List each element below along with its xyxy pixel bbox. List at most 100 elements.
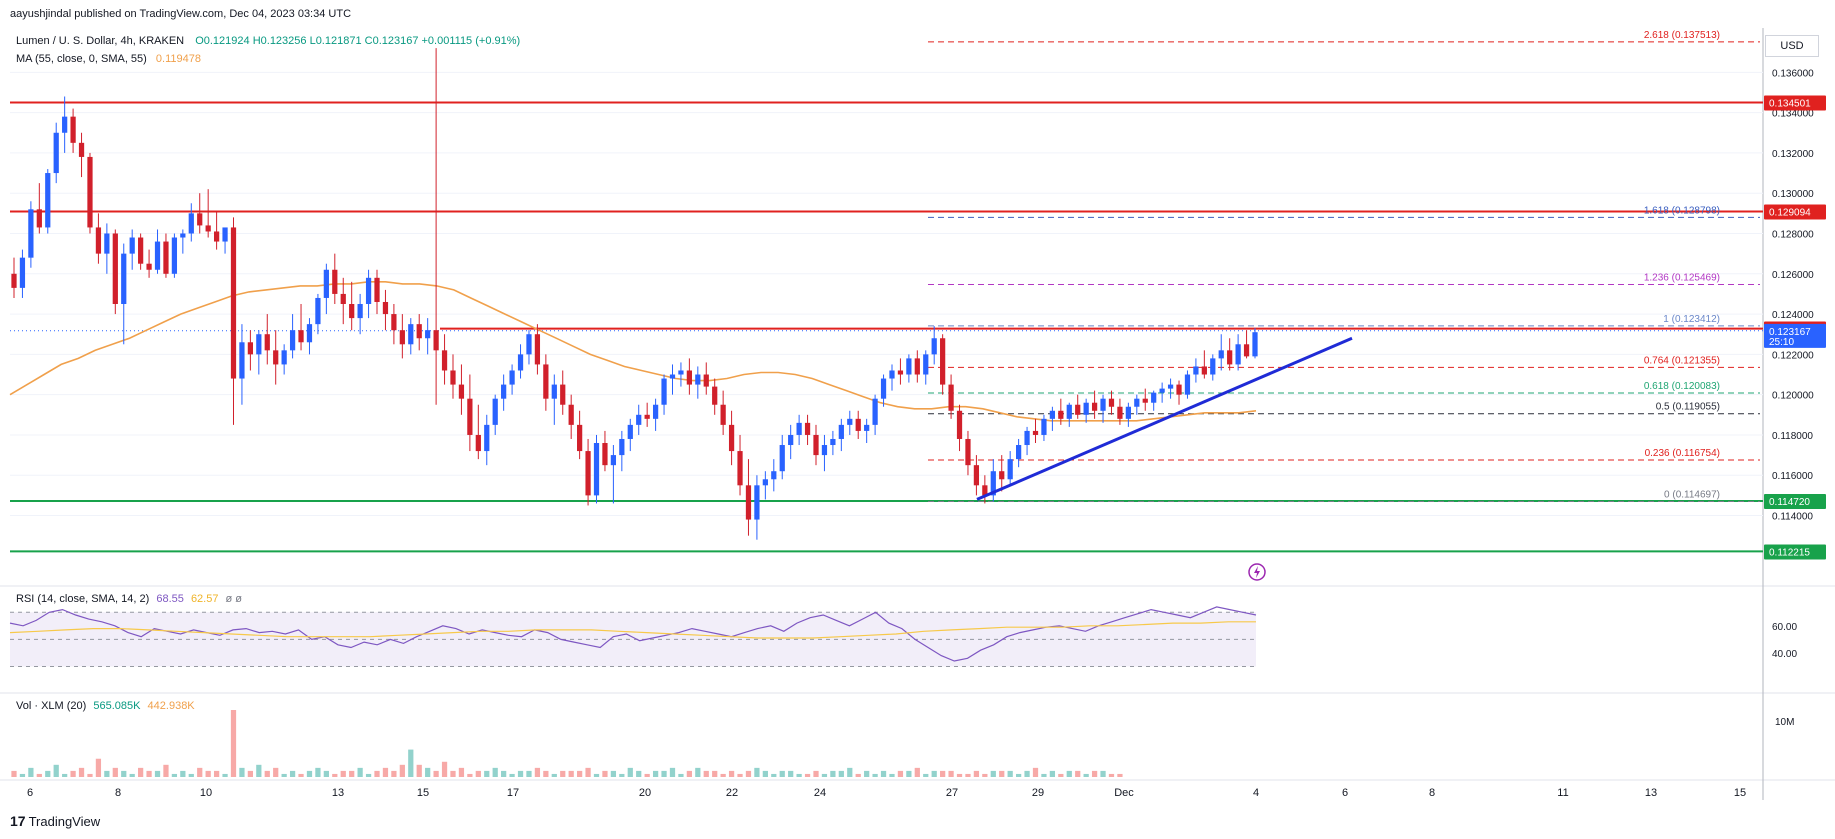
candle-body — [222, 227, 228, 242]
candle-body — [813, 434, 819, 456]
volume-bar — [289, 770, 296, 777]
date-tick-label: 6 — [1342, 787, 1348, 799]
tradingview-logo[interactable]: 17 TradingView — [10, 813, 100, 829]
price-tag — [1764, 95, 1826, 111]
volume-bar — [222, 773, 228, 777]
candle-body — [180, 233, 186, 238]
volume-bar — [543, 770, 549, 777]
volume-bar — [560, 770, 566, 777]
volume-bar — [112, 767, 118, 777]
volume-bar — [1016, 773, 1022, 777]
volume-bar — [872, 773, 878, 777]
volume-bar — [762, 770, 768, 777]
volume-bar — [644, 773, 650, 777]
candle-body — [467, 398, 473, 435]
moving-average-line — [9, 281, 1257, 422]
volume-bar — [129, 773, 135, 777]
price-tag-label: 0.112215 — [1769, 547, 1810, 558]
volume-bar — [695, 767, 701, 777]
candle-body — [1176, 384, 1182, 395]
volume-bar — [720, 773, 726, 777]
candle-body — [213, 231, 220, 242]
candle-body — [205, 225, 211, 232]
candle-body — [197, 213, 203, 226]
volume-bar — [138, 767, 144, 777]
candle-body — [382, 301, 389, 315]
tradingview-logo-icon: 17 — [10, 813, 26, 829]
price-tick-label: 0.132000 — [1772, 149, 1814, 160]
candle-body — [188, 213, 194, 234]
date-tick-label: Dec — [1114, 787, 1134, 799]
rsi-ma-value: 62.57 — [190, 593, 219, 605]
volume-bar — [779, 770, 785, 777]
candle-body — [652, 404, 659, 419]
candle-body — [408, 324, 414, 345]
volume-bar — [627, 767, 633, 777]
candle-body — [1066, 404, 1072, 419]
candle-body — [678, 370, 684, 375]
volume-bar — [357, 767, 363, 777]
candle-body — [956, 410, 963, 439]
candle-body — [239, 342, 245, 379]
volume-bar — [931, 770, 937, 777]
candle-body — [577, 424, 583, 452]
date-tick-label: 13 — [1645, 787, 1657, 799]
candle-body — [146, 263, 152, 270]
candle-body — [501, 384, 507, 399]
candle-body — [897, 370, 904, 375]
candle-body — [1184, 374, 1191, 395]
candle-body — [712, 386, 718, 405]
rsi-band — [10, 612, 1256, 667]
symbol-title: Lumen / U. S. Dollar, 4h, KRAKEN — [16, 35, 185, 47]
volume-bar — [593, 773, 600, 777]
rsi-tick-label: 60.00 — [1772, 622, 1797, 633]
volume-value: 565.085K — [93, 700, 141, 712]
fib-level-label: 0.618 (0.120083) — [1644, 381, 1720, 392]
candle-body — [28, 209, 34, 258]
volume-bar — [1041, 773, 1047, 777]
candle-body — [543, 364, 549, 399]
candle-body — [610, 455, 617, 466]
candle-body — [340, 293, 346, 304]
candle-body — [87, 156, 93, 228]
candle-body — [433, 330, 439, 351]
candle-body — [762, 479, 768, 486]
volume-bar — [940, 770, 946, 777]
volume-bar — [999, 770, 1005, 777]
candle-body — [821, 445, 828, 456]
candle-body — [948, 384, 954, 411]
candle-body — [357, 304, 363, 319]
volume-bar — [365, 773, 372, 777]
candle-body — [349, 304, 355, 319]
volume-bar — [585, 767, 591, 777]
candle-body — [526, 334, 532, 355]
candle-body — [273, 350, 279, 365]
volume-bar — [1032, 767, 1039, 777]
rsi-ma-line — [9, 621, 1256, 639]
candle-body — [475, 434, 481, 452]
volume-bar — [70, 770, 76, 777]
candle-body — [1108, 398, 1115, 407]
candle-body — [1151, 392, 1157, 403]
currency-button[interactable]: USD — [1765, 35, 1819, 57]
volume-bar — [340, 770, 346, 777]
volume-bar — [492, 767, 498, 777]
volume-bar — [703, 770, 709, 777]
lightning-icon — [1254, 566, 1260, 578]
fib-level-label: 1 (0.123412) — [1663, 314, 1720, 325]
volume-bar — [28, 767, 34, 777]
symbol-legend: Lumen / U. S. Dollar, 4h, KRAKEN O0.1219… — [16, 35, 520, 47]
volume-bar — [669, 767, 676, 777]
volume-label: Vol · XLM (20) — [16, 700, 87, 712]
candle-body — [129, 237, 135, 254]
candle-body — [990, 471, 996, 496]
volume-bar — [906, 770, 912, 777]
volume-bar — [332, 773, 338, 777]
price-tick-label: 0.124000 — [1772, 310, 1814, 321]
date-tick-label: 24 — [814, 787, 826, 799]
volume-bar — [171, 773, 178, 777]
volume-bar — [306, 770, 313, 777]
rsi-value: 68.55 — [156, 593, 184, 605]
candle-body — [534, 334, 541, 365]
